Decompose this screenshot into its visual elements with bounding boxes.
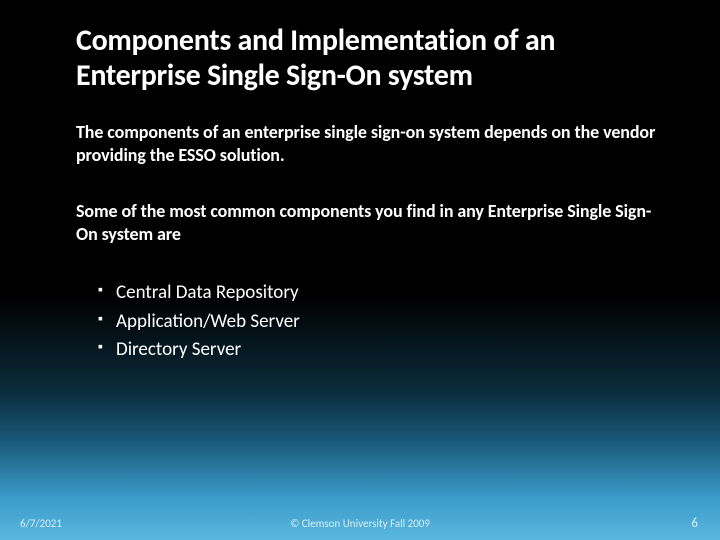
slide-body: The components of an enterprise single s… bbox=[0, 93, 720, 365]
paragraph-2: Some of the most common components you f… bbox=[76, 200, 660, 245]
list-item: Application/Web Server bbox=[98, 308, 660, 337]
bullet-list: Central Data Repository Application/Web … bbox=[76, 279, 660, 365]
footer-copyright: © Clemson University Fall 2009 bbox=[0, 517, 720, 530]
footer-date: 6/7/2021 bbox=[20, 517, 62, 530]
list-item: Central Data Repository bbox=[98, 279, 660, 308]
paragraph-1: The components of an enterprise single s… bbox=[76, 121, 660, 166]
slide-footer: 6/7/2021 © Clemson University Fall 2009 … bbox=[0, 517, 720, 530]
footer-page-number: 6 bbox=[691, 516, 698, 531]
slide-title: Components and Implementation of an Ente… bbox=[0, 24, 720, 93]
slide: Components and Implementation of an Ente… bbox=[0, 0, 720, 540]
list-item: Directory Server bbox=[98, 336, 660, 365]
